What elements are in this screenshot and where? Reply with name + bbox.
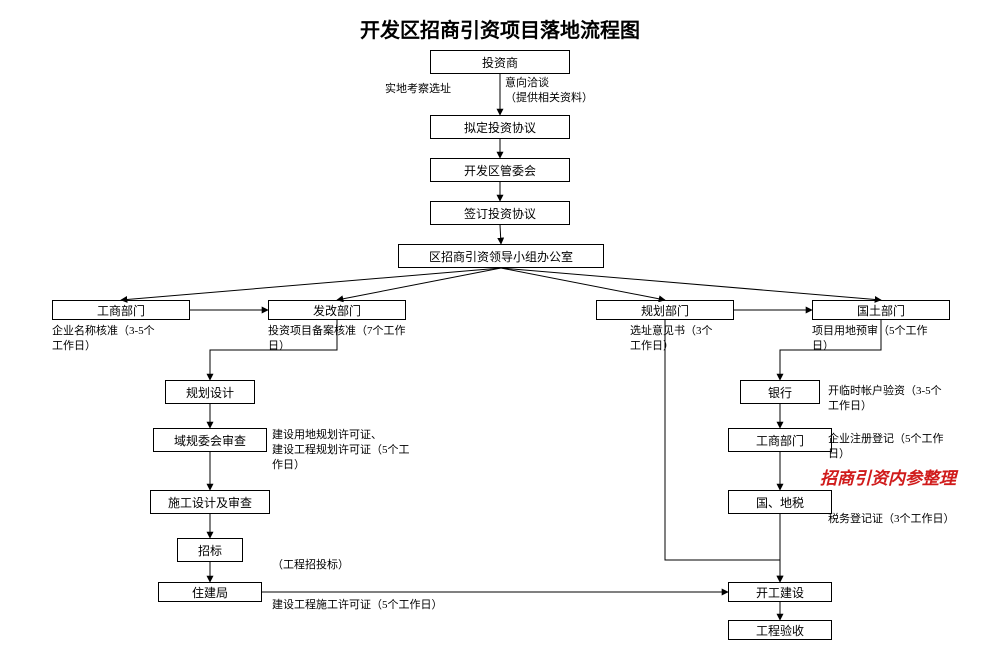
node-sign-agreement: 签订投资协议	[430, 201, 570, 225]
node-text: 工商部门	[97, 302, 145, 319]
label-text: 投资项目备案核准（7个工作日）	[268, 325, 406, 352]
flowchart-stage: 开发区招商引资项目落地流程图 投资商 拟定投资协议 开发区管委会 签订投资协议 …	[0, 0, 1000, 662]
node-text: 区招商引资领导小组办公室	[429, 248, 573, 265]
node-text: 发改部门	[313, 302, 361, 319]
node-text: 规划设计	[186, 384, 234, 401]
node-text: 签订投资协议	[464, 205, 536, 222]
node-tax: 国、地税	[728, 490, 832, 514]
node-draft-agreement: 拟定投资协议	[430, 115, 570, 139]
node-investor: 投资商	[430, 50, 570, 74]
label-land-preapproval: 项目用地预审（5个工作日）	[812, 324, 962, 354]
node-text: 工商部门	[756, 432, 804, 449]
label-construction-permit: 建设工程施工许可证（5个工作日）	[272, 598, 482, 613]
node-text: 招标	[198, 542, 222, 559]
node-management-committee: 开发区管委会	[430, 158, 570, 182]
label-text: 建设用地规划许可证、建设工程规划许可证（5个工作日）	[272, 429, 410, 471]
label-tax-registration: 税务登记证（3个工作日）	[828, 512, 988, 527]
label-planning-permit: 建设用地规划许可证、建设工程规划许可证（5个工作日）	[272, 428, 447, 473]
node-bidding: 招标	[177, 538, 243, 562]
label-text: 开临时帐户验资（3-5个工作日）	[828, 385, 942, 412]
node-plan-design: 规划设计	[165, 380, 255, 404]
label-text: 企业注册登记（5个工作日）	[828, 433, 944, 460]
label-text: 企业名称核准（3-5个工作日）	[52, 325, 155, 352]
node-committee-review: 域规委会审查	[153, 428, 267, 452]
node-leading-office: 区招商引资领导小组办公室	[398, 244, 604, 268]
watermark: 招商引资内参整理	[820, 464, 956, 489]
node-text: 国土部门	[857, 302, 905, 319]
node-industry-commerce: 工商部门	[52, 300, 190, 320]
label-bank-account: 开临时帐户验资（3-5个工作日）	[828, 384, 983, 414]
label-text: 选址意见书（3个工作日）	[630, 325, 713, 352]
node-text: 住建局	[192, 584, 228, 601]
label-project-filing: 投资项目备案核准（7个工作日）	[268, 324, 433, 354]
label-text: 建设工程施工许可证（5个工作日）	[272, 599, 443, 611]
node-text: 施工设计及审查	[168, 494, 252, 511]
label-bidding-note: （工程招投标）	[272, 558, 382, 573]
node-text: 域规委会审查	[174, 432, 246, 449]
node-start-construction: 开工建设	[728, 582, 832, 602]
label-enterprise-registration: 企业注册登记（5个工作日）	[828, 432, 978, 462]
label-text: （工程招投标）	[272, 559, 349, 571]
node-text: 银行	[768, 384, 792, 401]
node-text: 工程验收	[756, 622, 804, 639]
node-text: 开发区管委会	[464, 162, 536, 179]
node-acceptance: 工程验收	[728, 620, 832, 640]
node-text: 拟定投资协议	[464, 119, 536, 136]
label-site-opinion: 选址意见书（3个工作日）	[630, 324, 750, 354]
label-text: 税务登记证（3个工作日）	[828, 513, 955, 525]
label-site-visit: 实地考察选址	[385, 82, 475, 97]
page-title: 开发区招商引资项目落地流程图	[0, 14, 1000, 43]
node-bank: 银行	[740, 380, 820, 404]
label-text: 意向洽谈（提供相关资料）	[505, 77, 593, 104]
node-planning-dept: 规划部门	[596, 300, 734, 320]
label-text: 实地考察选址	[385, 83, 451, 95]
node-text: 规划部门	[641, 302, 689, 319]
label-intention-talk: 意向洽谈（提供相关资料）	[505, 76, 625, 106]
node-housing-bureau: 住建局	[158, 582, 262, 602]
node-industry-commerce-2: 工商部门	[728, 428, 832, 452]
node-development-reform: 发改部门	[268, 300, 406, 320]
node-text: 投资商	[482, 54, 518, 71]
label-name-approval: 企业名称核准（3-5个工作日）	[52, 324, 197, 354]
node-construction-design: 施工设计及审查	[150, 490, 270, 514]
node-text: 国、地税	[756, 494, 804, 511]
label-text: 项目用地预审（5个工作日）	[812, 325, 928, 352]
node-text: 开工建设	[756, 584, 804, 601]
node-land-dept: 国土部门	[812, 300, 950, 320]
